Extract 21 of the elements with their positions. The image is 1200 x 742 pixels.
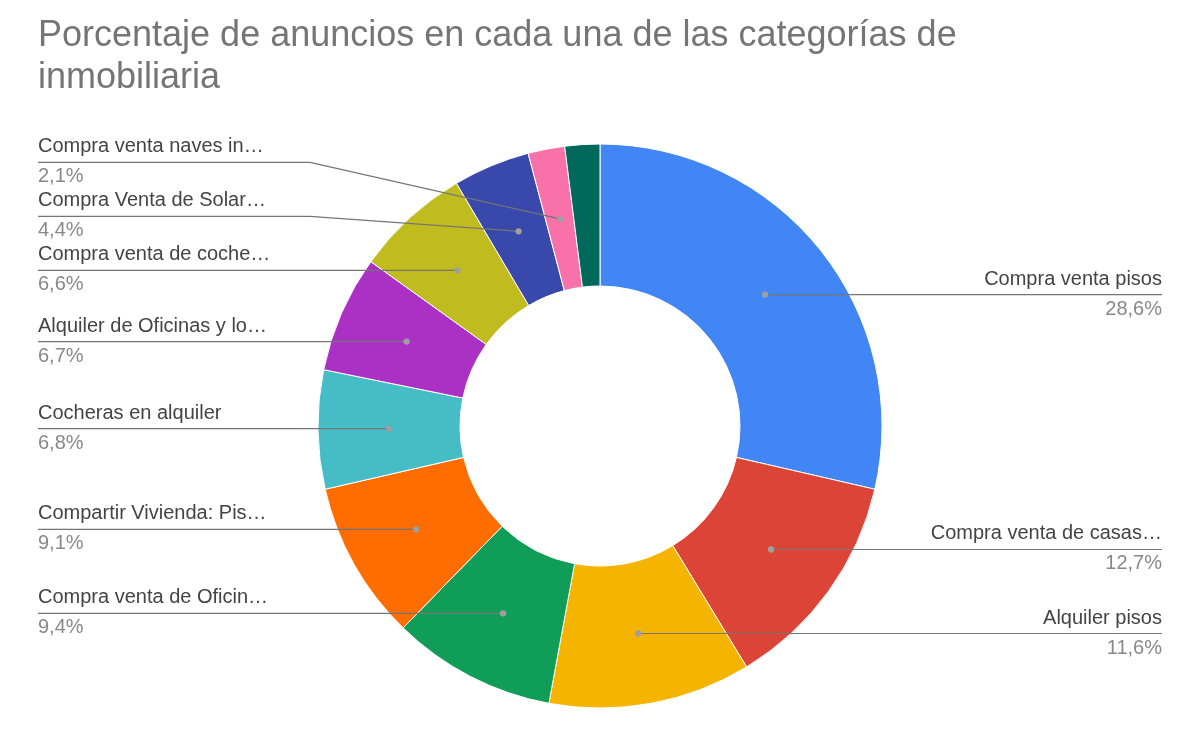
slice-label: Compra venta de casas… (930, 521, 1162, 544)
data-label: 6,6% (38, 272, 84, 295)
slice-label: Compartir Vivienda: Pis… (38, 501, 267, 524)
data-label: 9,1% (38, 531, 84, 554)
data-label: 6,8% (38, 430, 84, 453)
chart-title: Porcentaje de anuncios en cada una de las categorías de inmobiliaria (38, 13, 957, 96)
data-label: 28,6% (1105, 296, 1163, 319)
data-label: 4,4% (38, 218, 84, 241)
data-label: 11,6% (1106, 635, 1163, 658)
slice-label: Compra venta naves in… (38, 134, 264, 157)
data-label: 6,7% (38, 343, 84, 366)
slice-label: Compra venta pisos (984, 266, 1162, 289)
data-label: 2,1% (38, 164, 84, 187)
slice-label: Compra Venta de Solar… (38, 188, 266, 211)
data-label: 9,4% (38, 615, 84, 638)
slice-label: Alquiler de Oficinas y lo… (38, 313, 267, 336)
slice-label: Compra venta de coche… (38, 242, 271, 265)
slice-label: Cocheras en alquiler (38, 400, 222, 423)
slice-label: Alquiler pisos (1043, 605, 1162, 628)
data-label: 12,7% (1105, 551, 1163, 574)
slice-label: Compra venta de Oficin… (38, 585, 269, 608)
